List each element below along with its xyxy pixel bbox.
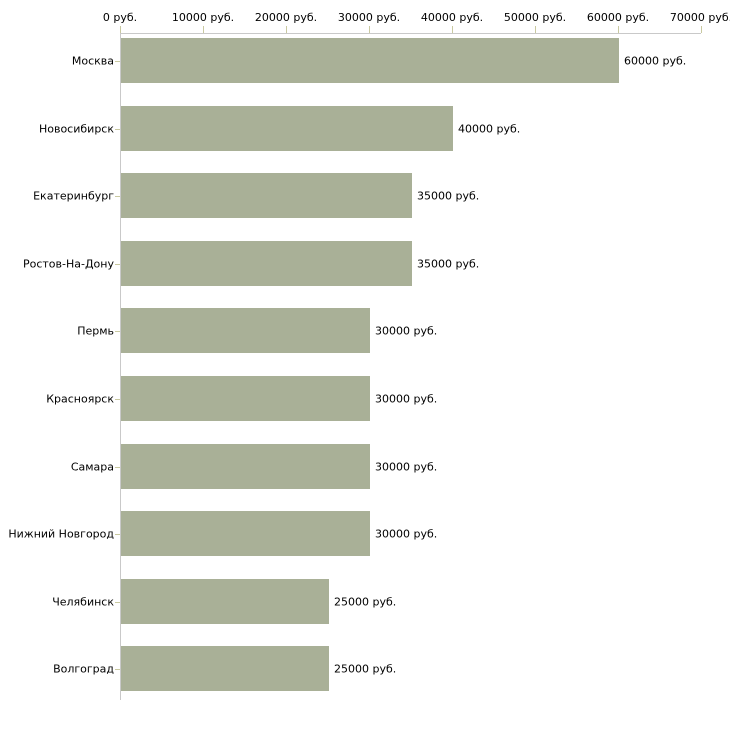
x-tick-mark	[369, 26, 370, 33]
x-tick-label: 0 руб.	[102, 11, 138, 24]
bar	[121, 646, 329, 691]
y-axis-line	[120, 33, 121, 700]
bar	[121, 444, 370, 489]
x-tick-label: 10000 руб.	[171, 11, 235, 24]
y-tick-mark	[115, 61, 120, 62]
value-label: 60000 руб.	[624, 54, 687, 67]
category-label: Нижний Новгород	[8, 527, 114, 540]
x-axis-line	[120, 33, 701, 34]
x-tick-mark	[618, 26, 619, 33]
y-tick-mark	[115, 602, 120, 603]
category-label: Волгоград	[53, 662, 114, 675]
y-tick-mark	[115, 534, 120, 535]
x-tick-label: 60000 руб.	[586, 11, 650, 24]
value-label: 25000 руб.	[334, 595, 397, 608]
value-label: 30000 руб.	[375, 527, 438, 540]
bar	[121, 173, 412, 218]
x-tick-mark	[286, 26, 287, 33]
value-label: 25000 руб.	[334, 662, 397, 675]
value-label: 35000 руб.	[417, 189, 480, 202]
x-tick-mark	[535, 26, 536, 33]
value-label: 30000 руб.	[375, 392, 438, 405]
bar	[121, 241, 412, 286]
category-label: Самара	[70, 460, 114, 473]
y-tick-mark	[115, 196, 120, 197]
x-tick-label: 50000 руб.	[503, 11, 567, 24]
y-tick-mark	[115, 399, 120, 400]
category-label: Пермь	[77, 324, 114, 337]
bar	[121, 579, 329, 624]
bar	[121, 308, 370, 353]
x-tick-mark	[120, 26, 121, 33]
value-label: 40000 руб.	[458, 122, 521, 135]
y-tick-mark	[115, 669, 120, 670]
category-label: Москва	[71, 54, 114, 67]
value-label: 30000 руб.	[375, 460, 438, 473]
x-tick-label: 30000 руб.	[337, 11, 401, 24]
value-label: 30000 руб.	[375, 324, 438, 337]
y-tick-mark	[115, 467, 120, 468]
x-tick-label: 70000 руб.	[669, 11, 730, 24]
category-label: Новосибирск	[38, 122, 114, 135]
x-tick-label: 40000 руб.	[420, 11, 484, 24]
x-tick-label: 20000 руб.	[254, 11, 318, 24]
category-label: Челябинск	[52, 595, 114, 608]
bar	[121, 511, 370, 556]
y-tick-mark	[115, 129, 120, 130]
bar	[121, 38, 619, 83]
bar	[121, 106, 453, 151]
bar	[121, 376, 370, 421]
x-tick-mark	[452, 26, 453, 33]
category-label: Екатеринбург	[33, 189, 114, 202]
category-label: Красноярск	[46, 392, 114, 405]
x-tick-mark	[203, 26, 204, 33]
x-tick-mark	[701, 26, 702, 33]
category-label: Ростов-На-Дону	[22, 257, 114, 270]
y-tick-mark	[115, 264, 120, 265]
y-tick-mark	[115, 331, 120, 332]
value-label: 35000 руб.	[417, 257, 480, 270]
